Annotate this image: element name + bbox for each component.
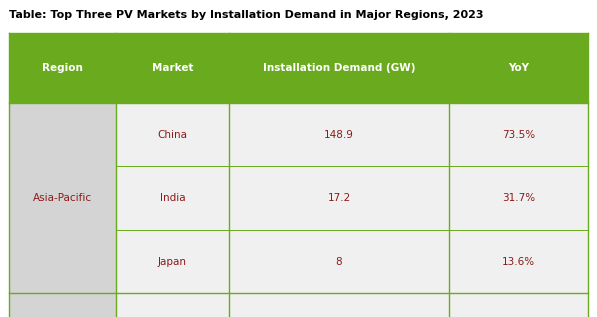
Bar	[116, 230, 229, 293]
Text: 73.5%: 73.5%	[502, 130, 535, 140]
Bar	[229, 230, 449, 293]
Text: YoY: YoY	[508, 63, 529, 73]
Text: Asia-Pacific: Asia-Pacific	[33, 193, 92, 203]
Bar	[449, 230, 588, 293]
Bar	[9, 33, 588, 103]
Text: 31.7%: 31.7%	[502, 193, 535, 203]
Text: Table: Top Three PV Markets by Installation Demand in Major Regions, 2023: Table: Top Three PV Markets by Installat…	[9, 10, 484, 20]
Text: 148.9: 148.9	[324, 130, 354, 140]
Bar	[229, 166, 449, 230]
Bar	[116, 293, 229, 317]
Bar	[116, 103, 229, 166]
Text: India: India	[160, 193, 185, 203]
Bar	[449, 166, 588, 230]
Text: Region: Region	[42, 63, 83, 73]
Text: Japan: Japan	[158, 256, 187, 267]
Bar	[229, 103, 449, 166]
Text: Installation Demand (GW): Installation Demand (GW)	[263, 63, 416, 73]
Bar	[116, 166, 229, 230]
Bar	[449, 103, 588, 166]
Text: China: China	[158, 130, 187, 140]
Bar	[9, 103, 116, 293]
Text: 13.6%: 13.6%	[502, 256, 535, 267]
Bar	[229, 293, 449, 317]
Text: 17.2: 17.2	[327, 193, 350, 203]
Bar	[449, 293, 588, 317]
Bar	[9, 293, 116, 317]
Text: Market: Market	[152, 63, 193, 73]
Text: 8: 8	[336, 256, 342, 267]
